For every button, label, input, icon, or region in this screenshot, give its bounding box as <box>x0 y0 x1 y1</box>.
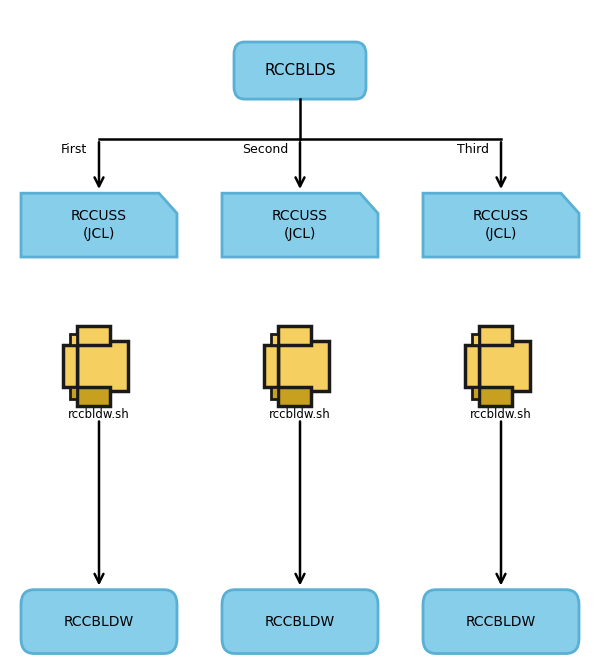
Polygon shape <box>62 345 77 387</box>
Text: RCCBLDW: RCCBLDW <box>466 615 536 628</box>
Text: rccbldw.sh: rccbldw.sh <box>68 408 130 421</box>
Polygon shape <box>271 333 278 345</box>
Text: rccbldw.sh: rccbldw.sh <box>269 408 331 421</box>
Polygon shape <box>479 326 512 345</box>
Text: RCCBLDW: RCCBLDW <box>64 615 134 628</box>
FancyBboxPatch shape <box>21 590 177 653</box>
Text: RCCUSS
(JCL): RCCUSS (JCL) <box>71 209 127 241</box>
Text: RCCUSS
(JCL): RCCUSS (JCL) <box>272 209 328 241</box>
Text: RCCUSS
(JCL): RCCUSS (JCL) <box>473 209 529 241</box>
Text: rccbldw.sh: rccbldw.sh <box>470 408 532 421</box>
Polygon shape <box>278 341 329 391</box>
Text: Third: Third <box>457 143 489 156</box>
Polygon shape <box>70 387 77 399</box>
Polygon shape <box>423 194 579 257</box>
Polygon shape <box>77 387 110 406</box>
Text: Second: Second <box>242 143 288 156</box>
Polygon shape <box>479 341 530 391</box>
Polygon shape <box>263 345 278 387</box>
FancyBboxPatch shape <box>423 590 579 653</box>
Text: RCCBLDW: RCCBLDW <box>265 615 335 628</box>
Text: First: First <box>61 143 87 156</box>
Polygon shape <box>472 333 479 345</box>
Polygon shape <box>472 387 479 399</box>
Polygon shape <box>222 194 378 257</box>
Polygon shape <box>479 387 512 406</box>
Polygon shape <box>77 326 110 345</box>
FancyBboxPatch shape <box>234 42 366 99</box>
FancyBboxPatch shape <box>222 590 378 653</box>
Text: RCCBLDS: RCCBLDS <box>264 63 336 78</box>
Polygon shape <box>77 341 128 391</box>
Polygon shape <box>21 194 177 257</box>
Polygon shape <box>464 345 479 387</box>
Polygon shape <box>278 326 311 345</box>
Polygon shape <box>70 333 77 345</box>
Polygon shape <box>271 387 278 399</box>
Polygon shape <box>278 387 311 406</box>
